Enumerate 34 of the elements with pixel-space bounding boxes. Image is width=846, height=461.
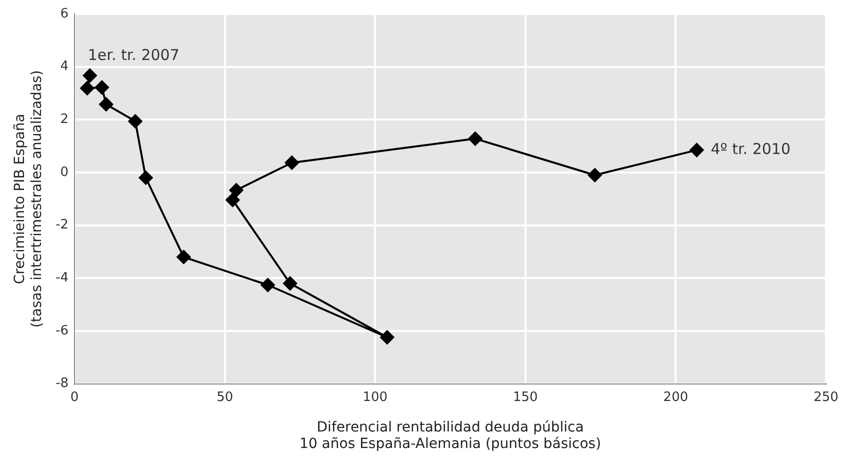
point	[80, 81, 94, 96]
point	[128, 114, 142, 128]
annotation: 1er. tr. 2007	[88, 46, 180, 64]
y-tick-label: 4	[60, 59, 69, 74]
y-axis-title: Crecimieinto PIB España (tasas intertrimestrales anualizadas)	[12, 70, 45, 328]
x-tick-label: 250	[814, 390, 838, 405]
annotation: 4º tr. 2010	[710, 140, 791, 158]
point	[138, 170, 153, 185]
x-tick-label: 200	[663, 390, 688, 405]
point	[380, 330, 394, 344]
point	[260, 278, 275, 292]
point	[99, 97, 114, 112]
point	[690, 143, 704, 158]
point	[226, 192, 240, 207]
point	[94, 80, 109, 94]
point	[468, 132, 482, 146]
point	[284, 156, 299, 170]
point	[588, 168, 602, 182]
x-tick-label: 0	[70, 390, 79, 405]
point	[82, 68, 97, 83]
x-tick-label: 50	[216, 390, 234, 405]
y-tick-label: 2	[60, 112, 69, 128]
point	[176, 250, 191, 264]
point	[229, 183, 244, 198]
y-tick-label: -6	[56, 323, 69, 338]
y-tick-label: 0	[60, 164, 69, 180]
x-tick-label: 100	[362, 390, 388, 405]
y-tick-label: 6	[60, 6, 69, 22]
point	[283, 276, 298, 290]
y-tick-label: -8	[56, 376, 69, 392]
x-axis-title: Diferencial rentabilidad deuda pública 10 años España-Alemania (puntos básicos)	[300, 419, 602, 452]
x-tick-label: 150	[513, 390, 538, 405]
y-tick-label: -2	[56, 218, 69, 233]
y-tick-label: -4	[56, 270, 69, 286]
